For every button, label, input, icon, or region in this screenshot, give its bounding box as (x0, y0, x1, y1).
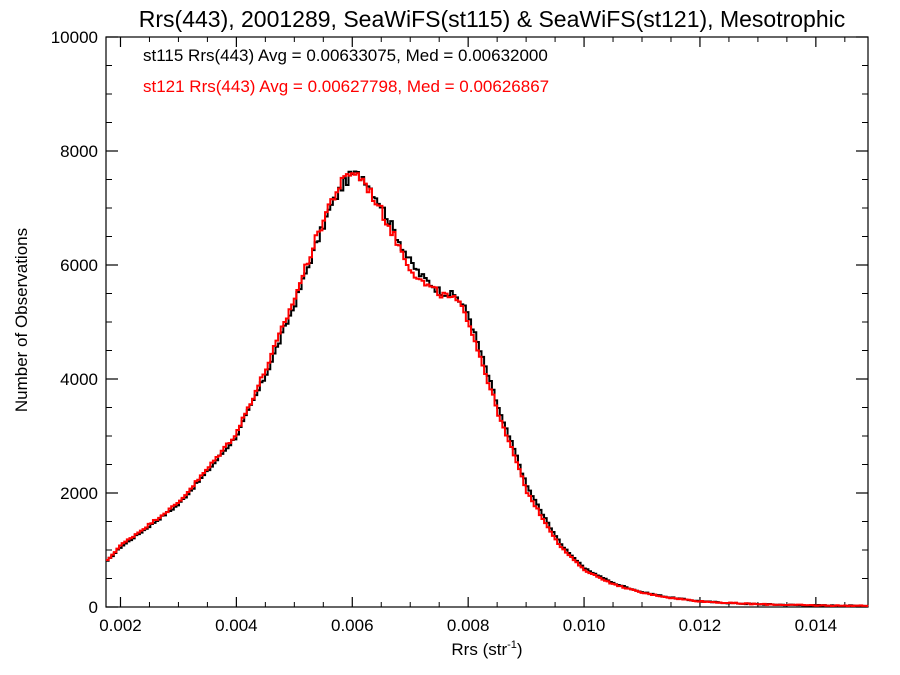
legend-entry-st121: st121 Rrs(443) Avg = 0.00627798, Med = 0… (143, 77, 549, 96)
legend-entry-st115: st115 Rrs(443) Avg = 0.00633075, Med = 0… (143, 46, 548, 65)
x-axis-label-main: Rrs (str (451, 640, 507, 659)
series-layer (106, 170, 869, 608)
y-tick-label: 0 (89, 598, 98, 617)
x-axis-ticks: 0.002 0.004 0.006 0.008 0.010 0.012 0.014 (99, 37, 846, 635)
x-tick-label: 0.002 (99, 616, 142, 635)
y-axis-label: Number of Observations (12, 228, 31, 412)
y-axis-ticks: 0 2000 4000 6000 8000 10000 (51, 28, 868, 617)
y-tick-label: 2000 (60, 484, 98, 503)
series-line-st115 (106, 170, 869, 608)
plot-frame (105, 36, 869, 608)
y-tick-label: 6000 (60, 256, 98, 275)
x-axis-label: Rrs (str-1) (451, 639, 522, 659)
series-line-st121 (106, 172, 869, 608)
x-tick-label: 0.006 (331, 616, 374, 635)
x-tick-label: 0.004 (215, 616, 258, 635)
y-tick-label: 10000 (51, 28, 98, 47)
x-tick-label: 0.008 (447, 616, 490, 635)
x-tick-label: 0.012 (679, 616, 722, 635)
x-tick-label: 0.010 (563, 616, 606, 635)
x-axis-label-superscript: -1 (507, 639, 517, 651)
chart-title: Rrs(443), 2001289, SeaWiFS(st115) & SeaW… (139, 6, 845, 32)
x-axis-label-close: ) (517, 640, 523, 659)
x-tick-label: 0.014 (795, 616, 838, 635)
y-tick-label: 4000 (60, 370, 98, 389)
y-tick-label: 8000 (60, 142, 98, 161)
